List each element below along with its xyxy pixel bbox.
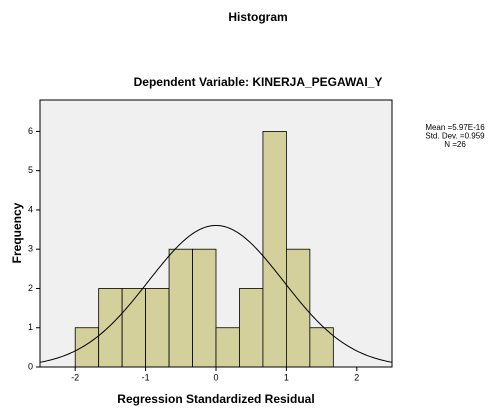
x-axis-label: Regression Standardized Residual xyxy=(117,392,314,406)
x-tick-label: -2 xyxy=(71,372,79,382)
x-tick-label: 1 xyxy=(284,372,289,382)
y-axis-label: Frequency xyxy=(10,202,24,263)
bar xyxy=(262,131,287,368)
y-tick-label: 0 xyxy=(28,361,33,371)
bar xyxy=(145,288,170,368)
x-tick-label: -1 xyxy=(142,372,150,382)
stats-label: Std. Dev. =0.959 xyxy=(425,132,485,141)
plot-border xyxy=(39,99,393,368)
bar xyxy=(168,248,193,368)
bar xyxy=(239,288,264,368)
x-tick-label: 0 xyxy=(213,372,218,382)
stats-label: N =26 xyxy=(444,140,466,149)
y-tick-label: 5 xyxy=(28,165,33,175)
x-tick-label: 2 xyxy=(354,372,359,382)
chart-title: Histogram xyxy=(228,10,287,24)
bar xyxy=(74,327,100,368)
normal-curve xyxy=(39,224,393,363)
bar xyxy=(309,327,334,368)
y-tick-label: 2 xyxy=(28,283,33,293)
y-tick-label: 3 xyxy=(28,244,33,254)
bar xyxy=(192,248,217,368)
y-tick-label: 1 xyxy=(28,322,33,332)
bar xyxy=(98,288,123,368)
bar xyxy=(285,248,311,368)
y-tick-label: 6 xyxy=(28,126,33,136)
stats-label: Mean =5.97E-16 xyxy=(425,123,485,132)
y-tick-label: 4 xyxy=(28,204,33,214)
chart-subtitle: Dependent Variable: KINERJA_PEGAWAI_Y xyxy=(134,75,383,89)
bar xyxy=(215,327,240,368)
